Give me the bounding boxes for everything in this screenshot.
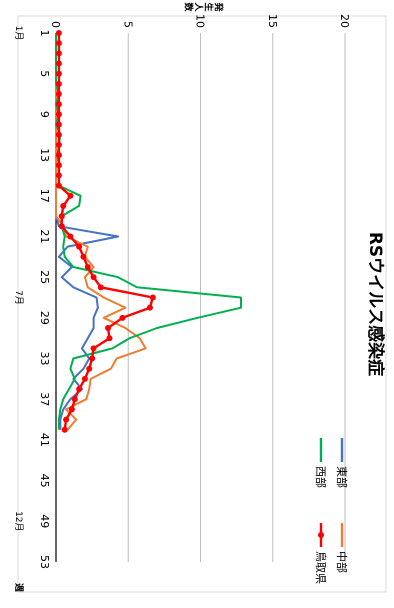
y-axis-label-char: 数 [183, 2, 195, 12]
x-tick-label: 29 [38, 311, 51, 325]
x-tick-label: 5 [38, 70, 51, 77]
data-point [80, 253, 87, 260]
data-point [86, 365, 93, 372]
x-tick-label: 37 [38, 392, 51, 406]
month-label: 7月 [13, 290, 24, 305]
data-point [58, 223, 65, 230]
data-point [106, 335, 113, 342]
data-point [90, 274, 97, 281]
x-tick-label: 49 [38, 514, 51, 528]
data-point [67, 192, 74, 199]
data-point [89, 355, 96, 362]
y-tick-label: 0 [49, 21, 62, 28]
data-point [55, 80, 62, 87]
data-point [55, 182, 62, 189]
data-point [55, 70, 62, 77]
data-point [55, 111, 62, 118]
series-line-3 [57, 33, 155, 430]
data-point [55, 50, 62, 57]
y-tick-label: 15 [266, 14, 279, 28]
data-point [63, 416, 70, 423]
x-tick-label: 13 [38, 148, 51, 162]
data-point [61, 426, 68, 433]
series-line-2 [55, 33, 242, 430]
data-point [55, 121, 62, 128]
gridlines [127, 33, 346, 562]
data-point [84, 263, 91, 270]
x-tick-label: 53 [38, 555, 51, 569]
data-point [55, 101, 62, 108]
legend-label: 西部 [314, 466, 328, 488]
data-point [97, 284, 104, 291]
data-point [90, 345, 97, 352]
data-point [55, 30, 62, 36]
data-point [81, 375, 88, 382]
month-labels: 1月 7月 12月 [13, 26, 24, 532]
data-point [55, 162, 62, 169]
data-point [149, 294, 156, 301]
y-tick-label: 10 [194, 14, 207, 28]
x-tick-label: 25 [38, 270, 51, 284]
data-point [55, 172, 62, 179]
data-point [55, 40, 62, 47]
chart-border [17, 15, 387, 593]
data-point [55, 141, 62, 148]
data-point [71, 396, 78, 403]
y-tick-label: 5 [121, 21, 134, 28]
chart-title: RSウイルス感染症 [365, 232, 386, 376]
data-point [55, 131, 62, 138]
x-tick-label: 21 [38, 229, 51, 243]
data-point [67, 233, 74, 240]
data-point [55, 152, 62, 159]
month-label: 1月 [13, 26, 24, 41]
data-point [68, 406, 75, 413]
data-point [58, 213, 65, 220]
x-tick-label: 33 [38, 352, 51, 366]
data-point [76, 243, 83, 250]
data-point [146, 304, 153, 311]
legend-label: 中部 [335, 551, 349, 573]
x-tick-label: 45 [38, 474, 51, 488]
y-axis-label-char: 発 [213, 1, 225, 12]
data-point [105, 325, 112, 332]
x-tick-label: 17 [38, 189, 51, 203]
data-point [55, 60, 62, 67]
x-tick-label: 9 [38, 111, 51, 118]
data-point [76, 386, 83, 393]
y-axis-label-char: 生 [203, 2, 215, 11]
y-tick-label: 20 [338, 14, 351, 28]
data-point [60, 202, 67, 209]
x-tick-label: 1 [38, 30, 51, 37]
x-tick-labels: 1 5 9 13 17 21 25 29 33 37 41 45 49 53 [38, 30, 51, 570]
legend-label: 東部 [335, 466, 349, 488]
legend-label: 鳥取県 [314, 551, 328, 584]
data-point [55, 91, 62, 98]
legend-marker [318, 532, 324, 538]
month-label: 12月 [13, 511, 24, 531]
y-tick-labels: 0 5 10 15 20 [49, 14, 351, 28]
series-group [55, 30, 242, 433]
data-point [119, 314, 126, 321]
x-tick-label: 41 [38, 433, 51, 447]
x-axis-label: 週 [13, 583, 24, 593]
y-axis-label-char: 人 [193, 1, 205, 12]
